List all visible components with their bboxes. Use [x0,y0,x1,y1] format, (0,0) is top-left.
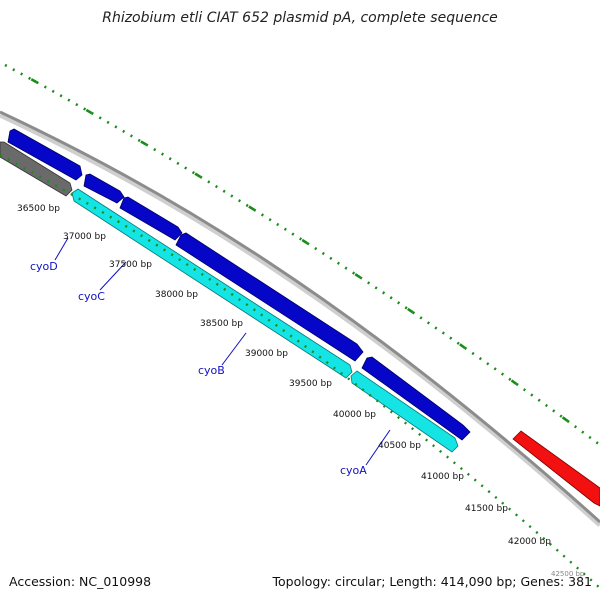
tick-label: 37000 bp [63,232,106,242]
gene-label-cyoC: cyoC [78,290,105,303]
gene-forward-3 [119,196,183,241]
gene-forward-5 [361,356,471,441]
connector-cyoA [365,429,391,466]
forward-genes [7,128,471,441]
topology-text: Topology: circular; Length: 414,090 bp; … [272,574,593,589]
tick-label: 39000 bp [245,349,288,359]
map-title: Rhizobium etli CIAT 652 plasmid pA, comp… [102,10,498,26]
gene-label-cyoB: cyoB [198,364,225,377]
gene-reverse-1 [71,188,353,379]
backbone-line [0,110,600,524]
tick-label-clipped: 42500 bp [551,570,585,578]
tick-label: 41000 bp [421,472,464,482]
position-labels: 36500 bp 37000 bp 37500 bp 38000 bp 3850… [17,204,585,578]
gene-forward-2 [83,173,125,204]
tick-label: 38500 bp [200,319,243,329]
inner-tick-track [0,153,600,589]
tick-label: 40500 bp [378,441,421,451]
tick-label: 40000 bp [333,410,376,420]
tick-label: 36500 bp [17,204,60,214]
gene-label-group: cyoD cyoC cyoB cyoA [30,260,367,477]
tick-label: 38000 bp [155,290,198,300]
tick-label: 42000 bp [508,537,551,547]
connector-cyoC [99,261,127,291]
accession-text: Accession: NC_010998 [9,574,152,589]
gene-reverse-2 [350,370,459,453]
tick-label: 39500 bp [289,379,332,389]
gene-forward-4 [175,232,364,362]
outer-major-ticks [4,63,600,447]
gene-rna [512,430,600,507]
connector-cyoB [221,332,247,366]
gene-other [0,141,73,197]
gene-forward-1 [7,128,83,181]
gene-label-cyoA: cyoA [340,464,367,477]
connector-cyoD [54,237,69,261]
tick-label: 41500 bp [465,504,508,514]
outer-tick-track [4,63,600,447]
tick-label: 37500 bp [109,260,152,270]
reverse-genes [71,188,459,453]
gene-label-cyoD: cyoD [30,260,58,273]
gene-connectors [54,237,391,466]
backbone-shadow [0,112,600,527]
